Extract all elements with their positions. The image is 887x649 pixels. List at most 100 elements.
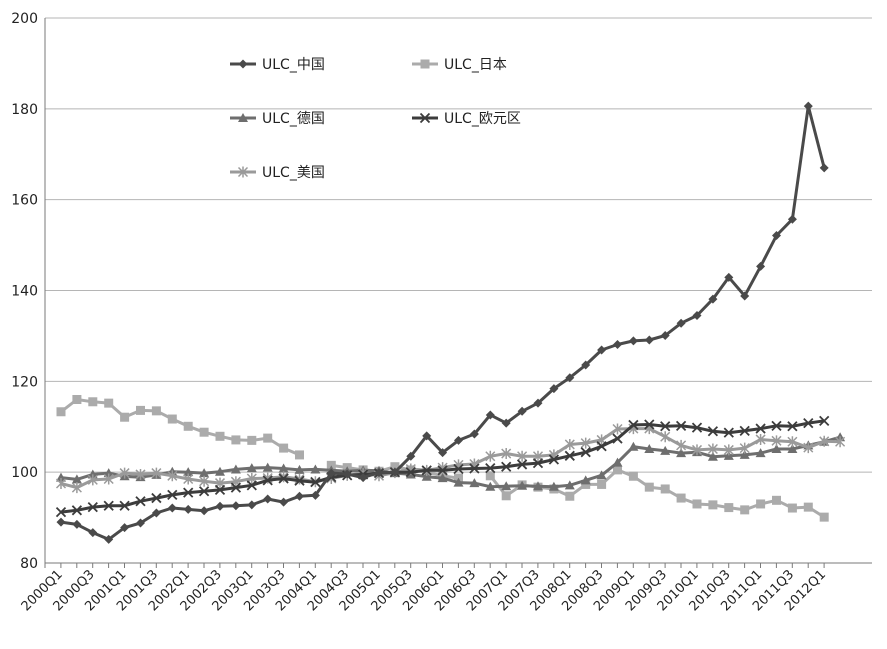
- data-point: [819, 435, 830, 447]
- data-point: [215, 501, 225, 511]
- data-point: [310, 464, 321, 474]
- data-point: [787, 436, 798, 448]
- data-point: [756, 499, 766, 509]
- y-tick-label: 100: [11, 465, 38, 481]
- data-point: [723, 444, 734, 456]
- data-point: [628, 336, 638, 346]
- data-point: [295, 491, 304, 501]
- data-point: [279, 443, 289, 453]
- data-point: [167, 489, 178, 501]
- data-point: [246, 480, 257, 491]
- data-point: [104, 398, 114, 408]
- data-point: [819, 415, 830, 426]
- data-point: [676, 318, 686, 328]
- data-point: [437, 465, 448, 476]
- data-point: [135, 468, 146, 480]
- data-point: [87, 474, 98, 486]
- data-point: [419, 112, 431, 124]
- data-point: [56, 472, 66, 482]
- data-point: [103, 473, 114, 485]
- data-point: [120, 523, 130, 533]
- data-point: [437, 473, 448, 483]
- data-point: [135, 496, 146, 507]
- data-point: [739, 425, 750, 436]
- data-point: [724, 272, 734, 282]
- data-point: [56, 517, 66, 527]
- data-point: [707, 443, 718, 455]
- data-point: [390, 467, 400, 477]
- data-point: [707, 426, 719, 437]
- data-point: [660, 445, 671, 455]
- series-line: [60, 427, 841, 490]
- data-point: [231, 501, 241, 511]
- data-point: [167, 414, 177, 424]
- data-point: [644, 335, 654, 345]
- data-point: [612, 457, 623, 467]
- series-4: [55, 415, 830, 518]
- data-point: [739, 442, 750, 454]
- data-point: [246, 463, 257, 473]
- data-point: [230, 482, 242, 493]
- data-point: [247, 435, 257, 445]
- data-point: [532, 457, 544, 469]
- data-point: [438, 448, 448, 458]
- data-point: [278, 473, 289, 484]
- data-point: [533, 398, 543, 408]
- data-point: [564, 480, 575, 490]
- data-point: [88, 397, 98, 407]
- data-point: [214, 484, 226, 496]
- data-point: [294, 475, 305, 486]
- data-point: [421, 471, 432, 481]
- data-point: [708, 500, 718, 510]
- data-point: [278, 463, 289, 473]
- data-point: [724, 503, 734, 513]
- data-point: [676, 448, 687, 458]
- data-point: [772, 495, 781, 505]
- legend-label: ULC_中国: [262, 57, 325, 73]
- y-tick-label: 80: [20, 556, 38, 572]
- data-point: [215, 466, 225, 476]
- data-point: [103, 500, 114, 511]
- data-point: [516, 459, 528, 470]
- data-point: [231, 435, 241, 445]
- data-point: [628, 441, 639, 451]
- data-point: [723, 427, 734, 438]
- data-point: [238, 113, 248, 122]
- data-point: [55, 506, 67, 518]
- legend-item: ULC_中国: [230, 57, 325, 73]
- data-point: [454, 435, 463, 445]
- data-point: [771, 435, 782, 447]
- data-point: [501, 418, 511, 428]
- series-3: [56, 432, 846, 491]
- data-point: [771, 444, 782, 454]
- data-point: [549, 384, 559, 394]
- data-point: [580, 447, 591, 458]
- data-point: [581, 360, 591, 370]
- y-tick-label: 140: [11, 284, 38, 300]
- data-point: [469, 478, 480, 488]
- data-point: [787, 503, 797, 513]
- data-point: [644, 419, 655, 430]
- data-point: [676, 493, 686, 503]
- data-point: [660, 330, 670, 340]
- data-point: [485, 410, 495, 420]
- data-point: [485, 450, 496, 462]
- data-point: [691, 422, 703, 433]
- data-point: [72, 395, 82, 404]
- data-point: [803, 442, 814, 454]
- data-point: [199, 506, 209, 516]
- data-point: [104, 534, 114, 544]
- data-point: [501, 481, 512, 491]
- data-point: [422, 431, 432, 441]
- data-point: [676, 439, 687, 451]
- data-point: [819, 163, 829, 173]
- data-point: [485, 481, 496, 491]
- data-point: [72, 519, 82, 529]
- legend-label: ULC_美国: [262, 165, 325, 181]
- data-point: [772, 231, 781, 241]
- series-1: [56, 101, 829, 544]
- data-point: [612, 433, 623, 444]
- data-point: [819, 512, 829, 522]
- legend-label: ULC_日本: [444, 57, 507, 73]
